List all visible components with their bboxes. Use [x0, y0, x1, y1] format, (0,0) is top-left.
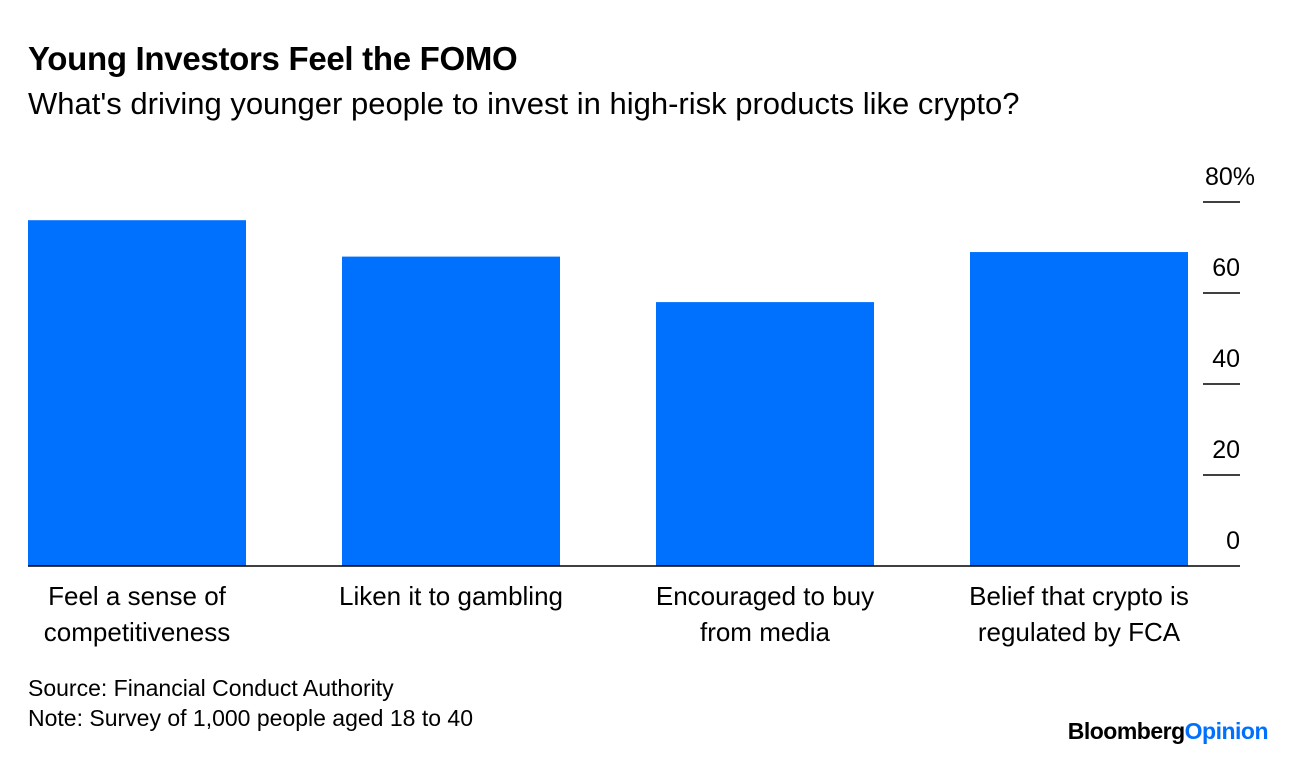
y-tick-label: 40 — [1212, 345, 1240, 373]
x-category-label: Encouraged to buy from media — [635, 578, 895, 650]
bar — [970, 252, 1188, 567]
y-tick-label: 20 — [1212, 436, 1240, 464]
category-line: regulated by FCA — [977, 617, 1181, 647]
category-line: Feel a sense of — [48, 581, 226, 611]
x-category-label: Feel a sense of competitiveness — [7, 578, 267, 650]
chart-title: Young Investors Feel the FOMO — [28, 40, 518, 77]
bar — [28, 220, 246, 566]
category-line: Belief that crypto is — [969, 581, 1189, 611]
bar — [342, 256, 560, 566]
bar — [656, 302, 874, 566]
logo-section: Opinion — [1184, 718, 1269, 744]
category-line: competitiveness — [43, 617, 231, 647]
note-text: Note: Survey of 1,000 people aged 18 to … — [28, 705, 473, 731]
y-tick-label: 60 — [1212, 254, 1240, 282]
category-line: Encouraged to buy — [655, 581, 875, 611]
chart-subtitle: What's driving younger people to invest … — [28, 86, 1020, 121]
x-category-label: Belief that crypto is regulated by FCA — [949, 578, 1209, 650]
category-line: from media — [699, 617, 831, 647]
y-tick-label: 0 — [1226, 527, 1240, 555]
y-tick-label: 80% — [1205, 163, 1255, 191]
x-category-label: Liken it to gambling — [321, 578, 581, 614]
source-text: Source: Financial Conduct Authority — [28, 675, 394, 701]
bloomberg-opinion-logo: BloombergOpinion — [1067, 718, 1269, 745]
category-line: Liken it to gambling — [338, 581, 564, 611]
logo-brand: Bloomberg — [1067, 718, 1185, 744]
